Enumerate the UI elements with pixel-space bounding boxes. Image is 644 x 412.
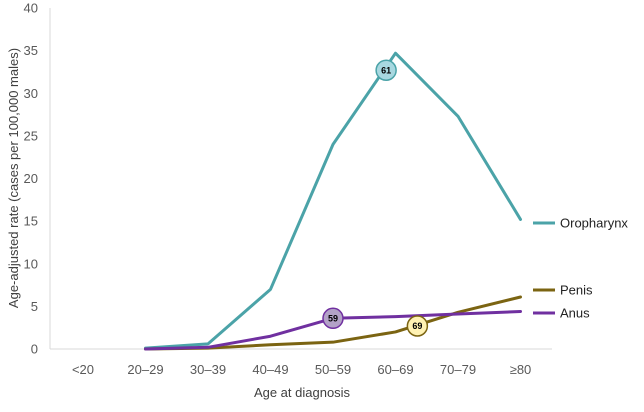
y-tick-label: 5 [31, 299, 38, 314]
y-tick-label: 35 [24, 43, 38, 58]
y-tick-label: 0 [31, 342, 38, 357]
annotation-marker-69 [406, 315, 429, 337]
annotation-marker-61 [375, 59, 397, 81]
legend-label-oropharynx: Oropharynx [560, 216, 628, 231]
x-axis-title: Age at diagnosis [254, 385, 351, 400]
y-tick-label: 20 [24, 171, 38, 186]
x-tick-label: 30–39 [190, 362, 226, 377]
x-tick-label: 70–79 [440, 362, 476, 377]
y-tick-label: 40 [24, 1, 38, 16]
series-line-oropharynx [144, 51, 522, 350]
annotation-label-69: 69 [412, 321, 422, 331]
x-tick-label: 40–49 [252, 362, 288, 377]
x-tick-label: ≥80 [510, 362, 532, 377]
y-tick-label: 10 [24, 256, 38, 271]
annotation-label-59: 59 [328, 314, 338, 324]
x-tick-label: 60–69 [377, 362, 413, 377]
legend-layer: Oropharynx Penis Anus [533, 216, 628, 321]
legend-label-penis: Penis [560, 283, 593, 298]
annotation-marker-59 [322, 307, 344, 330]
x-tick-label: <20 [72, 362, 94, 377]
y-tick-label: 30 [24, 86, 38, 101]
lines-layer [144, 51, 522, 351]
y-axis-title: Age-adjusted rate (cases per 100,000 mal… [6, 48, 21, 308]
x-tick-label: 20–29 [127, 362, 163, 377]
axes-layer: 0 5 10 15 20 25 30 35 40 <20 20–29 30–39 40–49 50–59 6… [24, 1, 552, 377]
markers-layer: 61 59 69 [322, 59, 429, 337]
x-tick-label: 50–59 [315, 362, 351, 377]
legend-label-anus: Anus [560, 306, 590, 321]
y-tick-label: 25 [24, 128, 38, 143]
annotation-label-61: 61 [381, 65, 391, 75]
y-tick-label: 15 [24, 214, 38, 229]
